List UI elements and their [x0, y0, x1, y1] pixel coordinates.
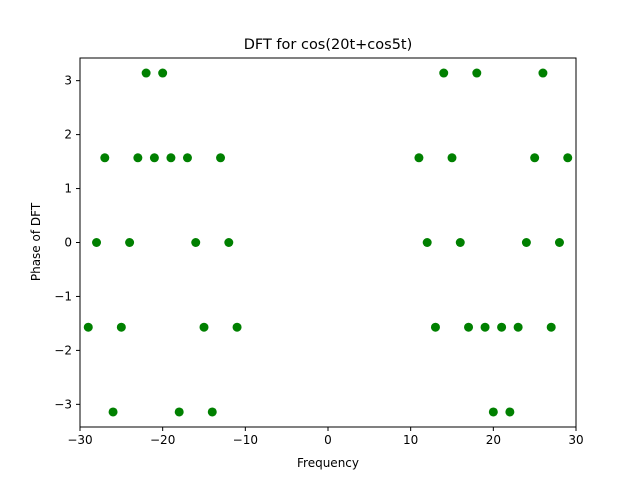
data-point	[216, 153, 226, 163]
x-tick-label: −20	[150, 433, 175, 447]
y-axis-label: Phase of DFT	[29, 202, 43, 281]
data-point	[439, 68, 449, 78]
data-point	[125, 238, 135, 247]
y-tick-label: 3	[64, 74, 72, 88]
y-axis-ticks: −3 −2 −1 0 1 2 3	[54, 74, 80, 411]
data-point	[538, 68, 548, 78]
data-point	[563, 153, 573, 163]
data-point	[521, 238, 531, 247]
data-point	[488, 407, 498, 417]
data-point	[100, 153, 110, 163]
y-tick-label: −1	[54, 289, 72, 303]
data-point	[83, 322, 93, 332]
data-point	[554, 238, 564, 247]
data-point	[530, 153, 540, 163]
data-point	[199, 322, 209, 332]
data-point	[92, 238, 102, 247]
x-tick-label: 0	[324, 433, 332, 447]
x-tick-label: 30	[568, 433, 583, 447]
data-point	[455, 238, 465, 247]
data-point	[472, 68, 482, 78]
data-point	[174, 407, 184, 417]
x-tick-label: −10	[233, 433, 258, 447]
data-point	[447, 153, 457, 163]
x-axis-label: Frequency	[297, 456, 359, 470]
data-point	[141, 68, 151, 78]
data-point	[414, 153, 424, 163]
x-tick-label: 20	[486, 433, 501, 447]
data-point	[422, 238, 432, 247]
chart-title: DFT for cos(20t+cos5t)	[244, 37, 413, 53]
data-point	[513, 322, 523, 332]
data-point	[133, 153, 143, 163]
y-tick-label: 2	[64, 128, 72, 142]
data-point	[232, 322, 242, 332]
data-point	[149, 153, 159, 163]
data-points	[83, 68, 573, 417]
data-point	[108, 407, 118, 417]
y-tick-label: −3	[54, 397, 72, 411]
data-point	[191, 238, 201, 247]
data-point	[546, 322, 556, 332]
x-tick-label: −30	[67, 433, 92, 447]
data-point	[480, 322, 490, 332]
data-point	[497, 322, 507, 332]
x-tick-label: 10	[403, 433, 418, 447]
data-point	[166, 153, 176, 163]
data-point	[505, 407, 515, 417]
y-tick-label: 0	[64, 236, 72, 250]
data-point	[464, 322, 474, 332]
data-point	[207, 407, 217, 417]
data-point	[182, 153, 192, 163]
data-point	[224, 238, 234, 247]
y-tick-label: 1	[64, 182, 72, 196]
data-point	[116, 322, 126, 332]
data-point	[430, 322, 440, 332]
x-axis-ticks: −30 −20 −10 0 10 20 30	[67, 427, 584, 447]
y-tick-label: −2	[54, 343, 72, 357]
data-point	[158, 68, 168, 78]
